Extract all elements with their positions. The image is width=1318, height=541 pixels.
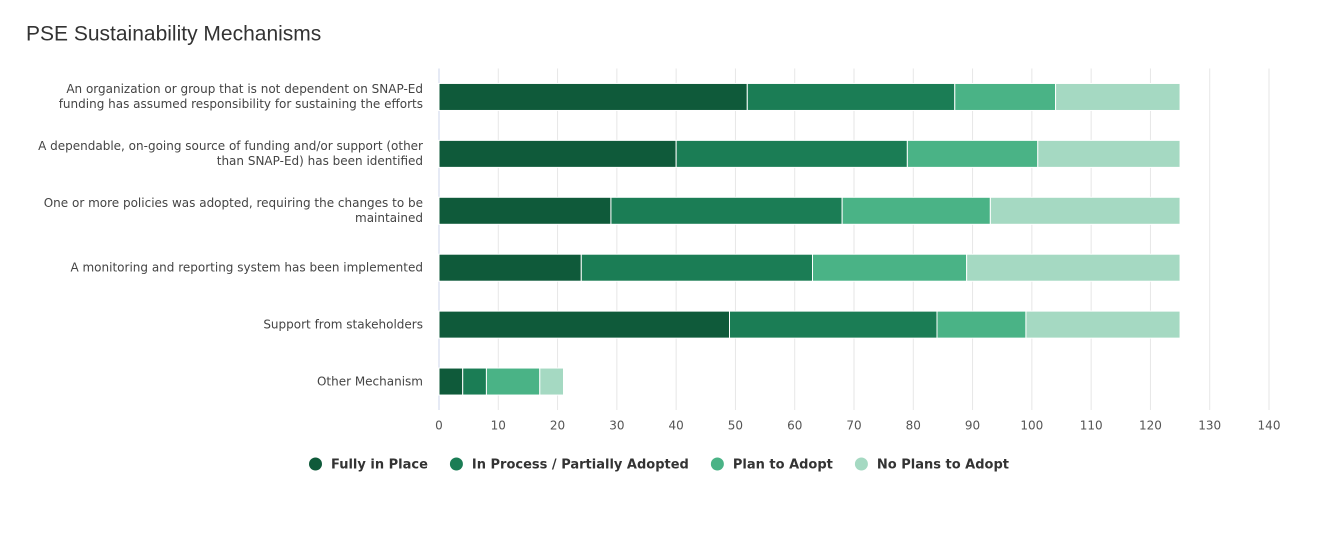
bar xyxy=(1055,82,1181,111)
y-tick-label: An organization or group that is not dep… xyxy=(58,81,423,111)
y-tick-label: A dependable, on-going source of funding… xyxy=(38,138,423,168)
y-tick-label: Support from stakeholders xyxy=(263,317,423,332)
bar xyxy=(438,310,730,339)
bar xyxy=(438,367,464,396)
x-tick-label: 0 xyxy=(435,419,443,433)
bar xyxy=(906,139,1039,168)
bar xyxy=(462,367,487,396)
x-tick-label: 20 xyxy=(550,419,565,433)
legend-label: In Process / Partially Adopted xyxy=(472,458,689,473)
x-tick-label: 80 xyxy=(906,419,921,433)
x-tick-label: 40 xyxy=(669,419,684,433)
x-tick-label: 50 xyxy=(728,419,743,433)
chart-title: PSE Sustainability Mechanisms xyxy=(26,23,321,46)
bar xyxy=(1037,139,1181,168)
bar xyxy=(675,139,908,168)
x-tick-label: 120 xyxy=(1139,419,1162,433)
x-tick-label: 70 xyxy=(846,419,861,433)
bar xyxy=(610,196,843,225)
bar xyxy=(936,310,1027,339)
legend-marker xyxy=(710,457,724,471)
legend-label: Plan to Adopt xyxy=(733,458,833,473)
legend-marker xyxy=(449,457,463,471)
bar xyxy=(966,253,1181,282)
bar xyxy=(438,196,612,225)
x-tick-label: 30 xyxy=(609,419,624,433)
bar xyxy=(485,367,541,396)
y-tick-label: Other Mechanism xyxy=(316,374,423,389)
x-tick-label: 60 xyxy=(787,419,802,433)
y-tick-label: One or more policies was adopted, requir… xyxy=(43,195,423,225)
legend-label: Fully in Place xyxy=(331,458,428,473)
bar xyxy=(989,196,1181,225)
legend-marker xyxy=(854,457,868,471)
bar xyxy=(539,367,564,396)
bar xyxy=(812,253,968,282)
bar xyxy=(954,82,1057,111)
legend-marker xyxy=(308,457,322,471)
x-tick-label: 10 xyxy=(491,419,506,433)
legend-label: No Plans to Adopt xyxy=(877,458,1009,473)
bar xyxy=(580,253,813,282)
x-tick-label: 90 xyxy=(965,419,980,433)
x-tick-label: 110 xyxy=(1080,419,1103,433)
y-tick-label: A monitoring and reporting system has be… xyxy=(70,260,423,275)
bar xyxy=(438,139,677,168)
bar xyxy=(841,196,991,225)
x-tick-label: 100 xyxy=(1020,419,1043,433)
bar xyxy=(438,82,748,111)
x-tick-label: 130 xyxy=(1198,419,1221,433)
bar xyxy=(438,253,582,282)
bar xyxy=(746,82,956,111)
bar xyxy=(729,310,938,339)
bar xyxy=(1025,310,1181,339)
x-tick-label: 140 xyxy=(1258,419,1281,433)
